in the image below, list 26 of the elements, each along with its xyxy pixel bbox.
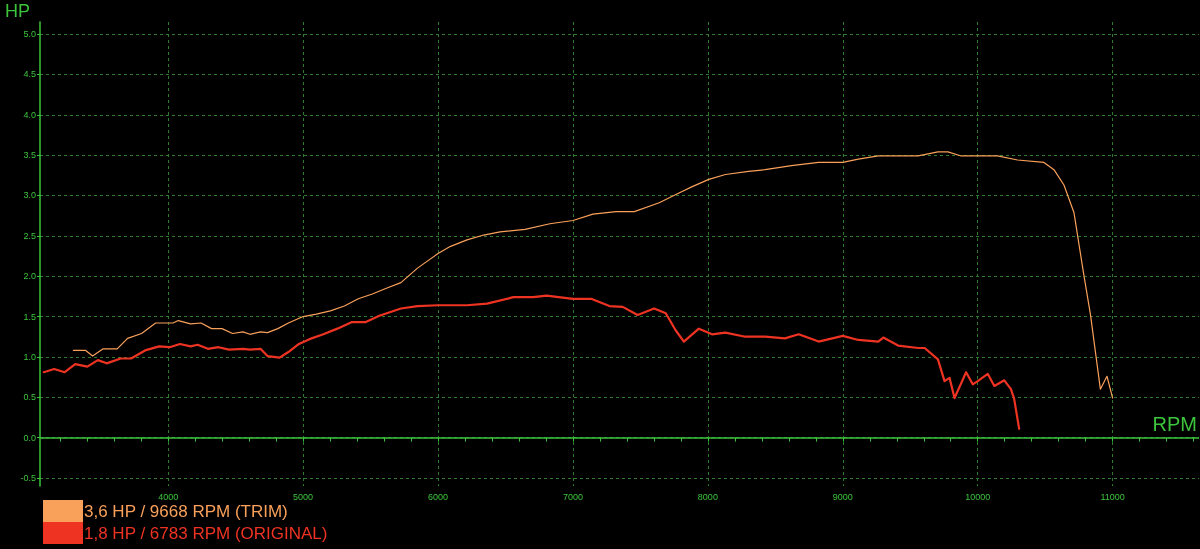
y-tick-label: 4.5 [23,69,36,80]
x-tick-label: 6000 [428,491,449,502]
y-tick-label: 3.5 [23,150,36,161]
x-tick-label: 8000 [697,491,718,502]
y-axis-title: HP [4,1,30,21]
y-tick-label: 2.5 [23,230,36,241]
y-tick-label: 1.0 [23,351,36,362]
y-tick-label: 0.0 [23,432,36,443]
x-tick-label: 10000 [965,491,991,502]
y-tick-label: -0.5 [20,472,36,483]
legend-label: 3,6 HP / 9668 RPM (TRIM) [84,501,288,521]
x-tick-label: 11000 [1100,491,1125,502]
x-axis-title: RPM [1152,412,1197,435]
x-tick-label: 7000 [562,491,583,502]
y-tick-label: 5.0 [23,29,36,40]
legend-label: 1,8 HP / 6783 RPM (ORIGINAL) [84,523,328,543]
line-series [42,294,1021,430]
line-series [72,151,1114,399]
y-tick-label: 4.0 [23,109,36,120]
x-tick-label: 5000 [293,491,314,502]
y-tick-label: 1.5 [23,311,36,322]
y-tick-label: 2.0 [23,271,36,282]
x-tick-label: 9000 [832,491,853,502]
x-tick-label: 4000 [158,491,179,502]
y-tick-label: 0.5 [23,392,36,403]
y-tick-label: 3.0 [23,190,36,201]
